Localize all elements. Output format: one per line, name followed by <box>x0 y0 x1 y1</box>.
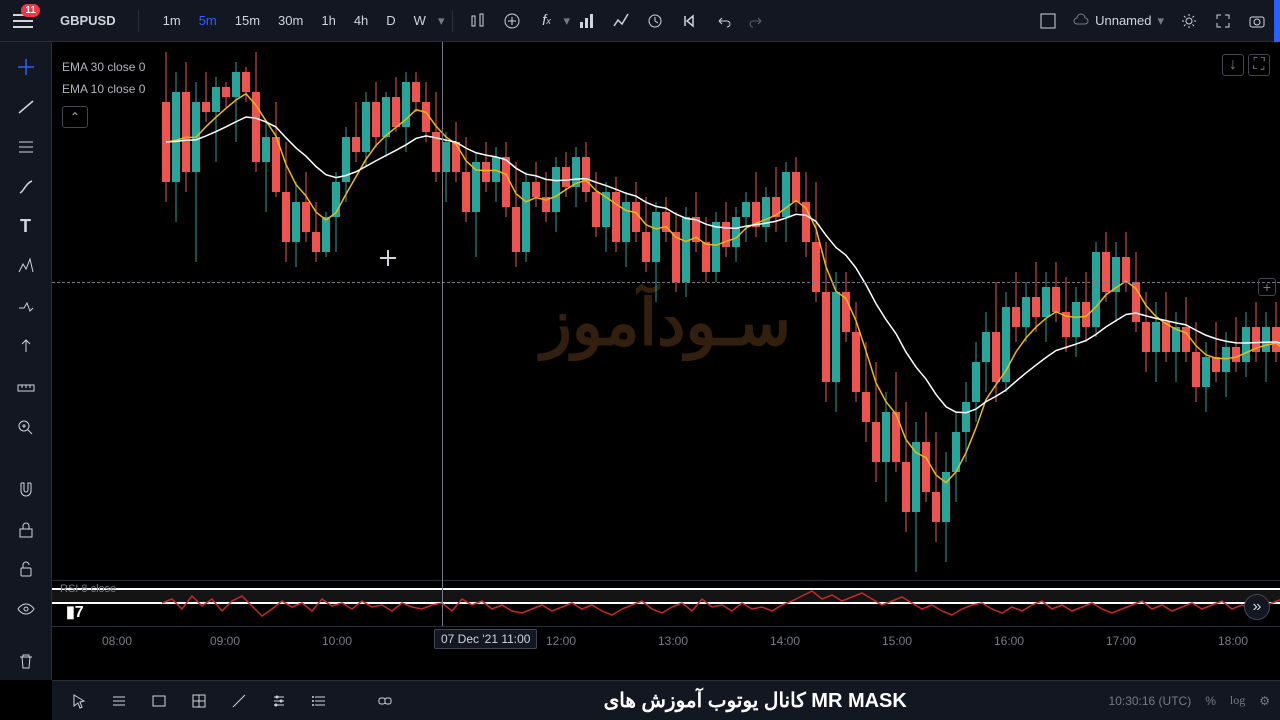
settings-icon[interactable] <box>1172 4 1206 38</box>
left-toolbar: T <box>0 42 52 680</box>
alert-icon[interactable] <box>638 4 672 38</box>
fullscreen-icon[interactable] <box>1206 4 1240 38</box>
time-tick: 10:00 <box>322 634 352 648</box>
time-tick: 12:00 <box>546 634 576 648</box>
channel-caption: کانال یوتوب آموزش های MR MASK <box>408 688 1103 713</box>
rect-tool-icon[interactable] <box>142 684 176 718</box>
chart-pattern-icon[interactable] <box>604 4 638 38</box>
timeframe-4h[interactable]: 4h <box>346 7 376 34</box>
top-toolbar: 11 GBPUSD 1m5m15m30m1h4hDW ▾ fx ▾ Unname… <box>0 0 1280 42</box>
menu-button[interactable]: 11 <box>0 0 46 42</box>
auto-button[interactable]: ⚙ <box>1259 694 1270 708</box>
undo-icon[interactable] <box>706 4 740 38</box>
rsi-chart <box>52 581 1280 627</box>
indicator-labels: EMA 30 close 0 EMA 10 close 0 ⌃ <box>62 56 145 128</box>
divider <box>138 10 139 32</box>
rsi-pane[interactable]: RSI 8 close ▮7 <box>52 580 1280 626</box>
text-tool[interactable]: T <box>6 208 46 246</box>
maximize-pane-button[interactable]: ⛶ <box>1248 54 1270 76</box>
lock-drawing-icon[interactable] <box>6 511 46 549</box>
time-axis[interactable]: 08:00 09:00 10:00 07 Dec '21 11:00 12:00 13:0… <box>52 626 1280 654</box>
indicators-icon[interactable] <box>570 4 604 38</box>
timeframe-W[interactable]: W <box>406 7 434 34</box>
chevron-down-icon[interactable]: ▾ <box>438 13 445 29</box>
time-tick: 16:00 <box>994 634 1024 648</box>
replay-icon[interactable] <box>672 4 706 38</box>
cursor-tool[interactable] <box>6 48 46 86</box>
timeframe-15m[interactable]: 15m <box>227 7 268 34</box>
candles-icon[interactable] <box>461 4 495 38</box>
ema-10-label[interactable]: EMA 10 close 0 <box>62 78 145 100</box>
function-icon[interactable]: fx <box>529 4 563 38</box>
timeframe-D[interactable]: D <box>378 7 403 34</box>
timeframe-5m[interactable]: 5m <box>191 7 225 34</box>
ruler-icon[interactable] <box>6 369 46 407</box>
pointer-icon[interactable] <box>62 684 96 718</box>
bars-icon[interactable] <box>102 684 136 718</box>
collapse-indicators-button[interactable]: ⌃ <box>62 106 88 128</box>
time-tick: 17:00 <box>1106 634 1136 648</box>
timeframe-30m[interactable]: 30m <box>270 7 311 34</box>
time-tick: 18:00 <box>1218 634 1248 648</box>
pattern-tool[interactable] <box>6 247 46 285</box>
symbol-name[interactable]: GBPUSD <box>46 13 130 28</box>
time-tick: 07 Dec '21 11:00 <box>434 629 537 649</box>
redo-icon[interactable] <box>740 4 774 38</box>
bottom-toolbar: کانال یوتوب آموزش های MR MASK 10:30:16 (… <box>52 680 1280 720</box>
log-button[interactable]: log <box>1230 693 1245 708</box>
layout-name: Unnamed <box>1095 13 1151 28</box>
time-tick: 08:00 <box>102 634 132 648</box>
layout-name-button[interactable]: Unnamed ▾ <box>1065 13 1172 29</box>
tradingview-logo: ▮7 <box>66 602 84 622</box>
line-tool-icon[interactable] <box>222 684 256 718</box>
scroll-down-button[interactable]: ↓ <box>1222 54 1244 76</box>
active-indicator <box>1274 0 1280 42</box>
arrow-up-icon[interactable] <box>6 327 46 365</box>
fib-tool[interactable] <box>6 128 46 166</box>
cursor-crosshair-icon <box>380 250 396 266</box>
timeframe-1h[interactable]: 1h <box>313 7 343 34</box>
divider <box>452 10 453 32</box>
chevron-down-icon: ▾ <box>1157 13 1164 29</box>
cloud-icon <box>1073 13 1089 29</box>
crosshair-horizontal <box>52 282 1280 283</box>
sliders-icon[interactable] <box>262 684 296 718</box>
layout-icon[interactable] <box>1031 4 1065 38</box>
rsi-label[interactable]: RSI 8 close <box>60 583 116 595</box>
timeframe-1m[interactable]: 1m <box>155 7 189 34</box>
forecast-tool[interactable] <box>6 287 46 325</box>
time-tick: 09:00 <box>210 634 240 648</box>
chart-area[interactable]: EMA 30 close 0 EMA 10 close 0 ⌃ سـودآموز… <box>52 42 1280 680</box>
candlestick-chart <box>52 42 1280 582</box>
lock-icon[interactable] <box>6 550 46 588</box>
crosshair-vertical <box>442 42 443 626</box>
percent-button[interactable]: % <box>1205 694 1216 708</box>
add-pane-button[interactable]: + <box>1258 278 1276 296</box>
link-icon[interactable] <box>368 684 402 718</box>
brush-tool[interactable] <box>6 168 46 206</box>
clock: 10:30:16 (UTC) <box>1109 694 1192 708</box>
notification-badge: 11 <box>21 4 40 17</box>
magnet-icon[interactable] <box>6 471 46 509</box>
trash-icon[interactable] <box>6 642 46 680</box>
time-tick: 13:00 <box>658 634 688 648</box>
grid-tool-icon[interactable] <box>182 684 216 718</box>
add-icon[interactable] <box>495 4 529 38</box>
zoom-icon[interactable] <box>6 409 46 447</box>
time-tick: 14:00 <box>770 634 800 648</box>
scroll-to-latest-button[interactable]: » <box>1244 594 1270 620</box>
camera-icon[interactable] <box>1240 4 1274 38</box>
timeframes: 1m5m15m30m1h4hDW <box>155 7 434 34</box>
eye-icon[interactable] <box>6 590 46 628</box>
list-icon[interactable] <box>302 684 336 718</box>
ema-30-label[interactable]: EMA 30 close 0 <box>62 56 145 78</box>
trendline-tool[interactable] <box>6 88 46 126</box>
menu-icon <box>13 20 33 22</box>
time-tick: 15:00 <box>882 634 912 648</box>
